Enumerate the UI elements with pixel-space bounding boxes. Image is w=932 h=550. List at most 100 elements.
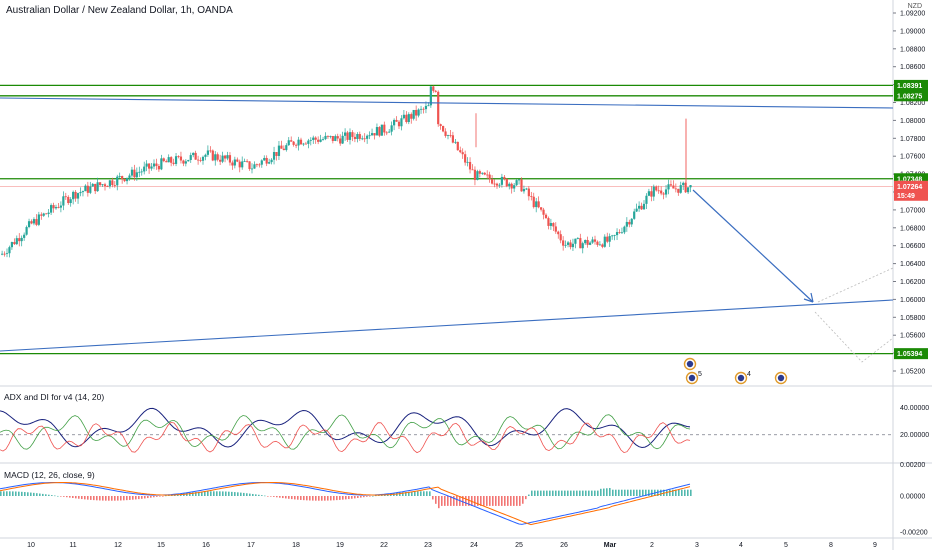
macd-histogram-bar [582, 490, 584, 496]
macd-histogram-bar [615, 489, 617, 496]
candle-body [608, 236, 611, 242]
macd-histogram-bar [486, 496, 488, 506]
macd-histogram-bar [588, 490, 590, 496]
candle-body [559, 234, 562, 241]
candle-body [233, 159, 236, 166]
candle-body [270, 159, 273, 163]
candle-body [427, 105, 430, 107]
candle-body [471, 169, 474, 171]
macd-histogram-bar [660, 489, 662, 496]
candle-body [625, 221, 628, 227]
macd-histogram-bar [153, 496, 155, 498]
macd-histogram-bar [39, 493, 41, 496]
macd-histogram-bar [369, 496, 371, 497]
di-minus-line [0, 421, 691, 454]
candle-body [682, 182, 685, 186]
time-tick-label: 15 [157, 542, 165, 549]
level-tag-label: 1.08391 [897, 83, 922, 90]
candle-body [125, 177, 129, 182]
price-tick-label: 1.07000 [900, 207, 925, 214]
countdown-label: 15:49 [897, 193, 915, 200]
event-flag [737, 374, 745, 382]
candle-body [219, 159, 222, 162]
macd-histogram-bar [519, 496, 521, 506]
candle-body [52, 205, 55, 209]
candle-body [449, 135, 452, 136]
macd-histogram-bar [288, 496, 290, 499]
candle-body [172, 162, 175, 164]
macd-histogram-bar [411, 491, 413, 496]
candle-body [652, 186, 655, 197]
candle-body [410, 114, 413, 119]
candle-body [684, 182, 687, 193]
macd-histogram-bar [120, 496, 122, 501]
candle-body [54, 207, 58, 209]
macd-histogram-bar [66, 496, 68, 498]
candle-body [40, 214, 43, 216]
candle-body [241, 161, 244, 168]
candle-body [635, 208, 638, 212]
macd-histogram-bar [144, 496, 146, 499]
candle-body [62, 196, 65, 206]
macd-histogram-bar [366, 496, 368, 497]
macd-histogram-bar [108, 496, 110, 501]
macd-histogram-bar [570, 490, 572, 496]
macd-histogram-bar [438, 496, 440, 509]
event-flag [686, 360, 694, 368]
candle-body [307, 140, 310, 144]
macd-histogram-bar [645, 489, 647, 496]
macd-histogram-bar [462, 496, 464, 506]
candle-body [314, 137, 317, 140]
candle-body [228, 155, 232, 163]
macd-histogram-bar [573, 490, 575, 496]
candle-body [520, 179, 523, 192]
macd-histogram-bar [15, 491, 17, 496]
macd-histogram-bar [255, 494, 257, 496]
macd-histogram-bar [96, 496, 98, 501]
time-tick-label: 3 [695, 542, 699, 549]
macd-histogram-bar [642, 489, 644, 496]
candle-body [571, 243, 575, 248]
macd-histogram-bar [60, 496, 62, 497]
candle-body [57, 207, 60, 208]
candle-body [5, 253, 9, 255]
macd-histogram-bar [474, 496, 476, 506]
candle-body [94, 183, 97, 192]
candle-body [96, 182, 99, 192]
candle-body [59, 205, 62, 208]
time-tick-label: 16 [202, 542, 210, 549]
candle-body [412, 109, 415, 119]
macd-histogram-bar [537, 490, 539, 496]
candle-body [179, 156, 183, 161]
macd-histogram-bar [531, 490, 533, 496]
candle-body [248, 161, 251, 169]
macd-histogram-bar [351, 496, 353, 499]
candle-body [687, 187, 690, 193]
macd-histogram-bar [669, 489, 671, 496]
macd-histogram-bar [3, 491, 5, 496]
candle-body [1, 253, 4, 255]
candle-body [628, 221, 631, 225]
macd-histogram-bar [72, 496, 74, 499]
macd-histogram-bar [336, 496, 338, 501]
candle-body [182, 160, 185, 164]
candle-body [174, 156, 178, 164]
drawings [0, 97, 894, 363]
candle-body [290, 140, 293, 142]
price-tick-label: 1.06000 [900, 297, 925, 304]
macd-histogram-bar [99, 496, 101, 501]
candle-body [299, 139, 303, 145]
candle-body [317, 139, 320, 142]
macd-histogram-bar [345, 496, 347, 500]
macd-histogram-bar [594, 490, 596, 496]
support-trendline [0, 299, 894, 352]
time-tick-label: Mar [604, 542, 617, 549]
candle-body [370, 133, 374, 136]
arrowhead [803, 292, 814, 303]
candle-body [584, 239, 587, 244]
candle-body [667, 184, 670, 190]
candle-body [689, 185, 692, 188]
macd-histogram-bar [624, 489, 626, 496]
candle-body [618, 232, 621, 233]
candle-body [189, 155, 192, 160]
